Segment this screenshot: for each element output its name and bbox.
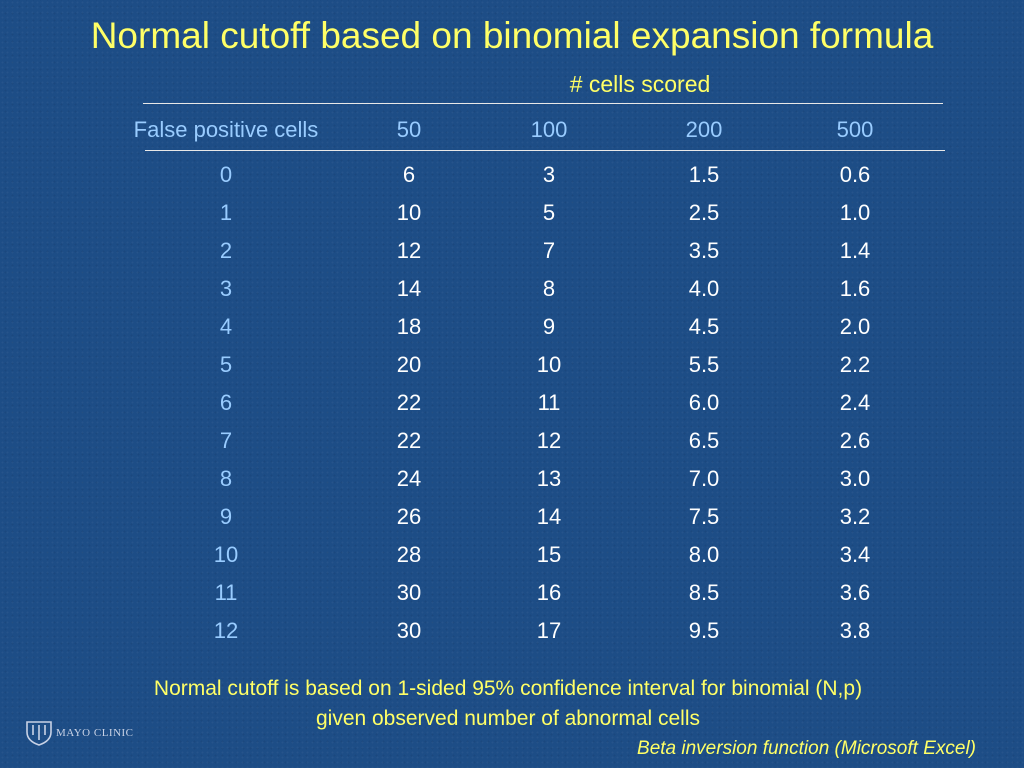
table-row: 7 22 12 6.5 2.6 — [0, 426, 1024, 456]
cutoff-value-cell: 8 — [542, 276, 556, 301]
cutoff-value-cell: 5.5 — [688, 352, 720, 377]
table-row: 2 12 7 3.5 1.4 — [0, 236, 1024, 266]
cutoff-value-cell: 1.4 — [839, 238, 871, 263]
cutoff-value-cell: 13 — [536, 466, 562, 491]
cutoff-value-cell: 3.6 — [839, 580, 871, 605]
footnote-line-1: Normal cutoff is based on 1-sided 95% co… — [153, 677, 863, 700]
cutoff-value-cell: 14 — [396, 276, 422, 301]
cutoff-value-cell: 16 — [536, 580, 562, 605]
cutoff-value-cell: 14 — [536, 504, 562, 529]
table-row: 3 14 8 4.0 1.6 — [0, 274, 1024, 304]
table-row: 6 22 11 6.0 2.4 — [0, 388, 1024, 418]
slide-title: Normal cutoff based on binomial expansio… — [90, 15, 934, 56]
header-50: 50 — [396, 117, 422, 142]
table-header-rule — [145, 150, 945, 151]
cutoff-value-cell: 30 — [396, 618, 422, 643]
cutoff-value-cell: 30 — [396, 580, 422, 605]
cutoff-value-cell: 2.0 — [839, 314, 871, 339]
cutoff-value-cell: 7.5 — [688, 504, 720, 529]
cutoff-value-cell: 7 — [542, 238, 556, 263]
table-row: 4 18 9 4.5 2.0 — [0, 312, 1024, 342]
cutoff-value-cell: 3 — [542, 162, 556, 187]
cutoff-value-cell: 22 — [396, 428, 422, 453]
cutoff-value-cell: 3.5 — [688, 238, 720, 263]
table-row: 1 10 5 2.5 1.0 — [0, 198, 1024, 228]
cutoff-value-cell: 3.4 — [839, 542, 871, 567]
false-positive-count-cell: 7 — [219, 428, 233, 453]
cutoff-value-cell: 3.0 — [839, 466, 871, 491]
table-top-rule — [143, 103, 943, 104]
cutoff-value-cell: 28 — [396, 542, 422, 567]
false-positive-count-cell: 10 — [213, 542, 239, 567]
cutoff-value-cell: 9.5 — [688, 618, 720, 643]
cutoff-value-cell: 3.8 — [839, 618, 871, 643]
cutoff-value-cell: 4.5 — [688, 314, 720, 339]
false-positive-count-cell: 9 — [219, 504, 233, 529]
false-positive-count-cell: 5 — [219, 352, 233, 377]
cutoff-value-cell: 20 — [396, 352, 422, 377]
header-200: 200 — [685, 117, 723, 142]
table-row: 5 20 10 5.5 2.2 — [0, 350, 1024, 380]
table-row: 9 26 14 7.5 3.2 — [0, 502, 1024, 532]
cutoff-value-cell: 2.6 — [839, 428, 871, 453]
false-positive-count-cell: 3 — [219, 276, 233, 301]
cutoff-value-cell: 12 — [536, 428, 562, 453]
source-note: Beta inversion function (Microsoft Excel… — [637, 738, 976, 759]
table-row: 0 6 3 1.5 0.6 — [0, 160, 1024, 190]
cutoff-value-cell: 6.5 — [688, 428, 720, 453]
cutoff-value-cell: 1.6 — [839, 276, 871, 301]
false-positive-count-cell: 12 — [213, 618, 239, 643]
cutoff-value-cell: 18 — [396, 314, 422, 339]
header-100: 100 — [530, 117, 568, 142]
false-positive-count-cell: 8 — [219, 466, 233, 491]
cutoff-value-cell: 15 — [536, 542, 562, 567]
cutoff-value-cell: 4.0 — [688, 276, 720, 301]
cutoff-value-cell: 9 — [542, 314, 556, 339]
mayo-clinic-logo: MAYO CLINIC — [24, 720, 134, 746]
cutoff-value-cell: 2.4 — [839, 390, 871, 415]
cutoff-value-cell: 1.5 — [688, 162, 720, 187]
table-row: 11 30 16 8.5 3.6 — [0, 578, 1024, 608]
false-positive-count-cell: 1 — [219, 200, 233, 225]
cutoff-value-cell: 8.0 — [688, 542, 720, 567]
table-row: 8 24 13 7.0 3.0 — [0, 464, 1024, 494]
cutoff-value-cell: 6 — [402, 162, 416, 187]
logo-text: MAYO CLINIC — [56, 727, 134, 739]
cutoff-value-cell: 26 — [396, 504, 422, 529]
cutoff-value-cell: 7.0 — [688, 466, 720, 491]
cutoff-value-cell: 10 — [396, 200, 422, 225]
cutoff-value-cell: 1.0 — [839, 200, 871, 225]
cutoff-value-cell: 22 — [396, 390, 422, 415]
header-500: 500 — [836, 117, 874, 142]
footnote-line-2: given observed number of abnormal cells — [315, 707, 701, 730]
mayo-shield-logo-icon — [26, 721, 52, 746]
cutoff-value-cell: 3.2 — [839, 504, 871, 529]
column-group-label: # cells scored — [569, 71, 711, 97]
header-false-positive-cells: False positive cells — [133, 117, 319, 142]
cutoff-value-cell: 0.6 — [839, 162, 871, 187]
cutoff-value-cell: 17 — [536, 618, 562, 643]
cutoff-value-cell: 11 — [537, 390, 561, 415]
false-positive-count-cell: 4 — [219, 314, 233, 339]
cutoff-value-cell: 6.0 — [688, 390, 720, 415]
false-positive-count-cell: 0 — [219, 162, 233, 187]
table-row: 12 30 17 9.5 3.8 — [0, 616, 1024, 646]
false-positive-count-cell: 11 — [214, 580, 238, 605]
table-row: 10 28 15 8.0 3.4 — [0, 540, 1024, 570]
cutoff-value-cell: 2.2 — [839, 352, 871, 377]
cutoff-value-cell: 24 — [396, 466, 422, 491]
cutoff-value-cell: 10 — [536, 352, 562, 377]
cutoff-value-cell: 12 — [396, 238, 422, 263]
cutoff-value-cell: 2.5 — [688, 200, 720, 225]
cutoff-value-cell: 8.5 — [688, 580, 720, 605]
cutoff-value-cell: 5 — [542, 200, 556, 225]
table-header-row: False positive cells 50 100 200 500 — [0, 115, 1024, 145]
false-positive-count-cell: 6 — [219, 390, 233, 415]
false-positive-count-cell: 2 — [219, 238, 233, 263]
